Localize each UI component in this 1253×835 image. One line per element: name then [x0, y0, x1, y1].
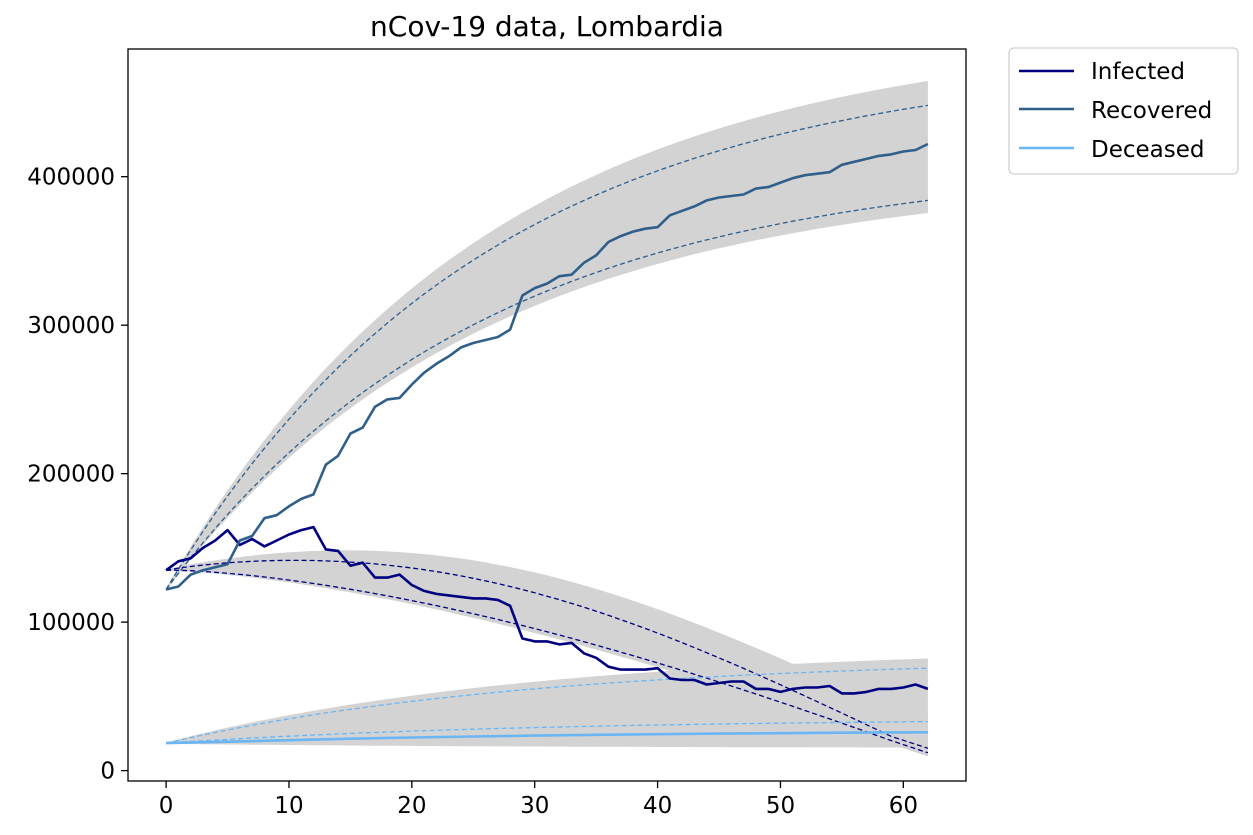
y-tick-label: 0: [100, 759, 115, 785]
ensemble-trajectory-recovered: [165, 130, 929, 590]
ensemble-trajectory-recovered: [165, 211, 928, 590]
ensemble-trajectory-infected: [166, 569, 929, 757]
ensemble-trajectory-recovered: [165, 113, 929, 590]
fit-curves: [165, 104, 929, 754]
ensemble-trajectory-recovered: [165, 162, 928, 590]
series-line-recovered: [165, 142, 929, 591]
fit-upper-deceased: [165, 667, 928, 744]
legend-box: [1008, 47, 1239, 175]
ensemble-trajectory-deceased: [165, 669, 928, 744]
x-tick-label: 30: [520, 793, 549, 819]
data-series: [165, 142, 929, 745]
ensemble-trajectory-infected: [166, 568, 929, 748]
y-tick-label: 100000: [27, 610, 115, 636]
fit-lower-recovered: [165, 199, 928, 590]
ensemble-bands: [165, 81, 929, 757]
y-tick-label: 400000: [27, 165, 115, 191]
x-tick-label: 0: [159, 793, 174, 819]
series-line-deceased: [166, 731, 928, 745]
ensemble-trajectory-infected: [165, 555, 929, 724]
ensemble-trajectory-recovered: [165, 179, 928, 590]
fit-lower-deceased: [166, 720, 928, 744]
legend: Infected Recovered Deceased: [1008, 47, 1239, 175]
fit-lower-infected: [166, 569, 929, 754]
ensemble-trajectory-deceased: [166, 742, 928, 748]
y-axis: 0 100000 200000 300000 400000: [27, 165, 128, 785]
x-tick-label: 40: [643, 793, 672, 819]
ensemble-trajectory-recovered: [165, 146, 929, 590]
ensemble-trajectory-deceased: [165, 691, 928, 744]
x-tick-label: 20: [397, 793, 426, 819]
x-tick-label: 50: [766, 793, 795, 819]
fit-upper-recovered: [165, 104, 928, 590]
ensemble-trajectory-deceased: [166, 713, 928, 744]
x-axis: 0 10 20 30 40 50 60: [159, 781, 918, 819]
ensemble-trajectory-infected: [165, 559, 929, 729]
chart-title: nCov-19 data, Lombardia: [370, 10, 724, 43]
ensemble-trajectory-infected: [166, 565, 929, 738]
legend-label-recovered: Recovered: [1091, 98, 1212, 124]
x-tick-label: 10: [274, 793, 303, 819]
ensemble-trajectory-infected: [165, 550, 929, 720]
legend-label-deceased: Deceased: [1091, 137, 1204, 163]
y-tick-label: 300000: [27, 313, 115, 339]
ensemble-trajectory-recovered: [165, 97, 929, 590]
ensemble-trajectory-deceased: [166, 702, 928, 744]
ensemble-trajectory-deceased: [165, 658, 928, 744]
ensemble-trajectory-deceased: [165, 680, 928, 744]
ensemble-band-recovered: [166, 81, 928, 590]
ensemble-trajectory-recovered: [165, 195, 928, 590]
y-tick-label: 200000: [27, 462, 115, 488]
x-tick-label: 60: [889, 793, 918, 819]
plot-frame: [127, 48, 967, 782]
ensemble-trajectory-recovered: [165, 81, 929, 590]
ensemble-trajectory-infected: [166, 569, 929, 752]
series-line-infected: [165, 525, 929, 695]
fit-upper-infected: [165, 559, 929, 749]
ensemble-trajectory-deceased: [166, 724, 928, 744]
legend-label-infected: Infected: [1091, 59, 1185, 85]
